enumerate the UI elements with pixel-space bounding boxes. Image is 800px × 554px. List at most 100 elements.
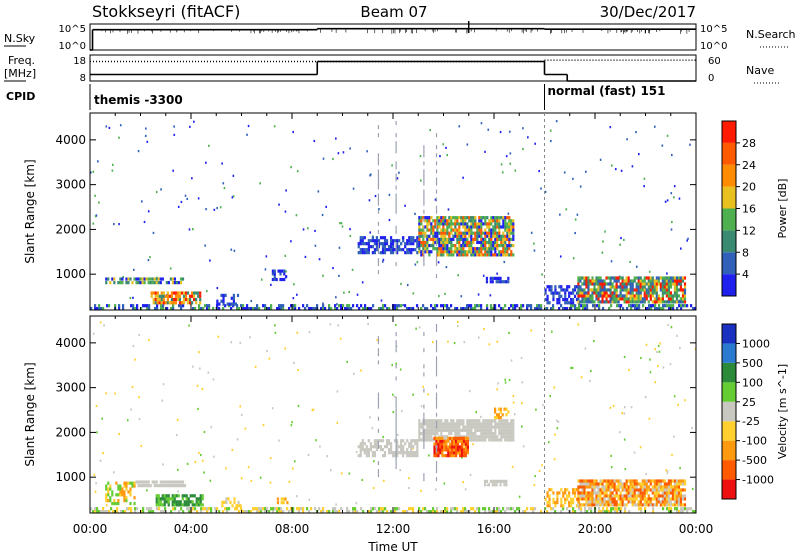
echo-cell — [654, 304, 657, 308]
echo-cell — [395, 229, 397, 234]
echo-cell — [359, 448, 362, 452]
echo-cell — [428, 422, 431, 426]
echo-cell — [442, 247, 445, 251]
echo-cell — [273, 275, 276, 279]
echo-cell — [675, 497, 679, 501]
echo-cell — [585, 294, 588, 298]
echo-cell — [664, 304, 667, 308]
echo-cell — [451, 439, 454, 443]
echo-cell — [165, 497, 168, 501]
echo-cell — [629, 494, 632, 498]
echo-cell — [111, 169, 114, 172]
echo-cell — [623, 282, 626, 286]
echo-cell — [447, 451, 450, 455]
echo-cell — [638, 507, 641, 511]
echo-cell — [352, 187, 355, 190]
echo-cell — [239, 341, 242, 344]
echo-cell — [438, 247, 441, 251]
echo-cell — [615, 494, 618, 498]
echo-cell — [394, 510, 397, 514]
echo-cell — [185, 494, 188, 498]
echo-cell — [125, 277, 128, 281]
echo-cell — [365, 445, 368, 449]
echo-cell — [437, 436, 440, 440]
echo-cell — [415, 327, 417, 330]
echo-cell — [385, 439, 389, 443]
echo-cell — [621, 411, 624, 415]
echo-cell — [623, 503, 626, 507]
nave-bottom-tick: 0 — [708, 73, 714, 84]
echo-cell — [138, 333, 140, 336]
echo-cell — [488, 222, 491, 226]
echo-cell — [629, 479, 632, 483]
echo-cell — [484, 150, 486, 153]
echo-cell — [355, 502, 358, 505]
echo-cell — [581, 503, 584, 507]
echo-cell — [90, 307, 93, 311]
echo-cell — [614, 167, 617, 171]
echo-cell — [111, 277, 114, 281]
echo-cell — [586, 304, 589, 308]
echo-cell — [669, 362, 672, 366]
echo-cell — [618, 304, 621, 308]
echo-cell — [136, 304, 139, 308]
echo-cell — [496, 253, 499, 257]
echo-cell — [488, 419, 491, 423]
echo-cell — [673, 488, 677, 492]
echo-cell — [395, 201, 397, 206]
echo-cell — [661, 291, 664, 295]
echo-cell — [426, 250, 429, 254]
echo-cell — [464, 216, 467, 220]
echo-cell — [435, 461, 438, 466]
echo-cell — [655, 294, 658, 298]
echo-cell — [342, 151, 345, 154]
echo-cell — [455, 439, 458, 443]
echo-cell — [668, 507, 671, 511]
echo-cell — [231, 196, 234, 199]
echo-cell — [585, 479, 588, 483]
echo-cell — [621, 482, 624, 486]
echo-cell — [336, 421, 339, 424]
echo-cell — [496, 435, 499, 439]
echo-cell — [435, 209, 438, 214]
echo-cell — [490, 510, 493, 514]
echo-cell — [398, 304, 401, 308]
echo-cell — [494, 435, 497, 439]
echo-cell — [195, 503, 198, 507]
echo-cell — [169, 267, 172, 270]
echo-cell — [191, 301, 194, 305]
echo-cell — [562, 494, 565, 498]
echo-cell — [494, 231, 497, 235]
echo-cell — [659, 297, 662, 301]
echo-cell — [620, 507, 623, 511]
echo-cell — [635, 288, 638, 292]
echo-cell — [492, 219, 495, 223]
echo-cell — [458, 237, 461, 241]
echo-cell — [458, 431, 461, 436]
echo-cell — [673, 485, 677, 489]
echo-cell — [375, 245, 379, 249]
echo-cell — [370, 507, 373, 511]
echo-cell — [454, 222, 457, 226]
echo-cell — [599, 276, 602, 280]
echo-cell — [416, 251, 419, 255]
echo-cell — [162, 307, 165, 311]
echo-cell — [391, 251, 395, 255]
echo-cell — [649, 279, 652, 283]
echo-cell — [436, 507, 439, 511]
echo-cell — [132, 304, 135, 308]
echo-cell — [552, 307, 555, 311]
echo-cell — [653, 479, 656, 483]
echo-cell — [520, 304, 523, 308]
echo-cell — [666, 134, 669, 137]
echo-cell — [478, 428, 481, 432]
echo-cell — [601, 482, 604, 486]
echo-cell — [396, 242, 399, 246]
echo-cell — [645, 297, 648, 301]
echo-cell — [585, 279, 588, 283]
echo-cell — [315, 439, 317, 442]
echo-cell — [423, 332, 425, 337]
echo-cell — [453, 448, 456, 452]
echo-cell — [581, 494, 584, 498]
echo-cell — [396, 445, 399, 449]
